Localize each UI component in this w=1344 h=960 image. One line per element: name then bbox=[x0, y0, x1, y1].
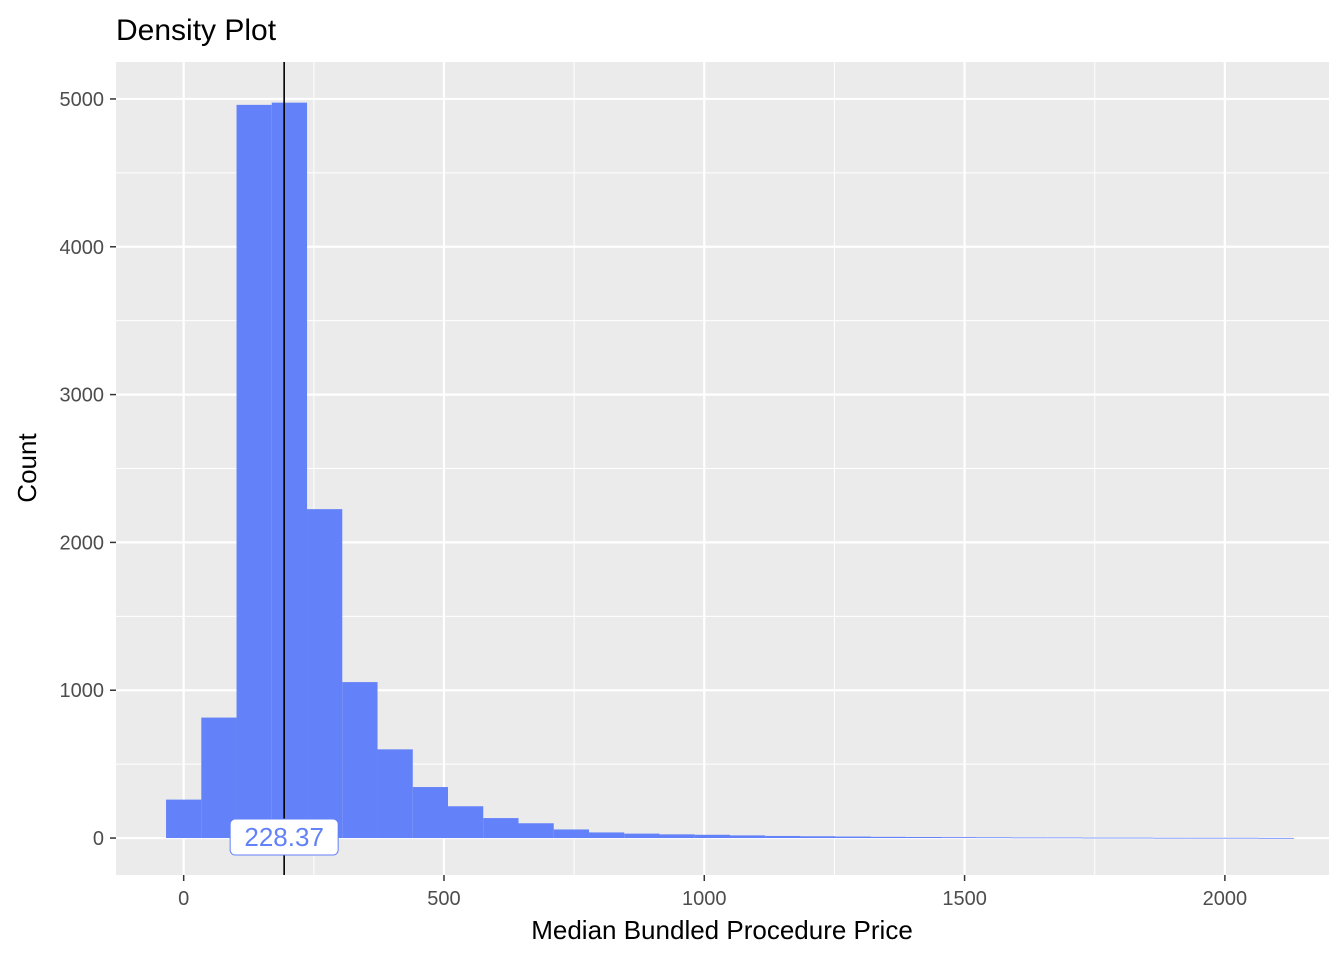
y-tick-label: 1000 bbox=[60, 680, 105, 702]
histogram-bar bbox=[941, 837, 977, 839]
histogram-bar bbox=[659, 834, 695, 839]
histogram-bar bbox=[1152, 837, 1189, 839]
histogram-bar bbox=[870, 836, 907, 839]
x-tick-label: 1000 bbox=[682, 888, 727, 910]
histogram-bar bbox=[1223, 837, 1259, 839]
y-tick-label: 4000 bbox=[60, 237, 105, 259]
y-axis-ticks: 0 1000 2000 3000 4000 5000 bbox=[60, 89, 116, 850]
histogram-bar bbox=[166, 799, 202, 839]
histogram-bar bbox=[1188, 837, 1224, 839]
histogram-bar bbox=[588, 832, 625, 839]
x-tick-label: 2000 bbox=[1203, 888, 1248, 910]
minor-gridlines bbox=[116, 62, 1329, 875]
median-annotation: 228.37 bbox=[229, 818, 339, 856]
histogram-bar bbox=[800, 836, 836, 839]
x-axis-title: Median Bundled Procedure Price bbox=[531, 915, 913, 945]
histogram-bar bbox=[377, 749, 413, 839]
histogram-bar bbox=[518, 823, 554, 839]
histogram-bar bbox=[553, 829, 589, 839]
histogram-bars bbox=[166, 102, 1294, 839]
histogram-bar bbox=[483, 818, 519, 839]
histogram-bar bbox=[307, 509, 343, 839]
histogram-bar bbox=[236, 104, 272, 839]
histogram-bar bbox=[1047, 837, 1083, 839]
histogram-bar bbox=[342, 682, 378, 839]
y-tick-label: 3000 bbox=[60, 385, 105, 407]
x-axis-ticks: 0 500 1000 1500 2000 bbox=[178, 875, 1247, 910]
histogram-bar bbox=[201, 717, 237, 839]
histogram-bar bbox=[1011, 837, 1048, 839]
histogram-bar bbox=[624, 833, 660, 839]
histogram-bar bbox=[412, 787, 449, 839]
y-tick-label: 2000 bbox=[60, 532, 105, 554]
annotation-box bbox=[229, 818, 339, 856]
histogram-bar bbox=[694, 834, 730, 839]
histogram-bar bbox=[835, 836, 871, 839]
annotation-label: 228.37 bbox=[244, 822, 324, 852]
histogram-bar bbox=[729, 835, 766, 839]
histogram-bar bbox=[1082, 837, 1118, 839]
x-tick-label: 500 bbox=[427, 888, 460, 910]
x-tick-label: 0 bbox=[178, 888, 189, 910]
chart-title: Density Plot bbox=[116, 14, 277, 47]
histogram-bar bbox=[765, 835, 801, 839]
y-tick-label: 0 bbox=[93, 828, 104, 850]
x-tick-label: 1500 bbox=[942, 888, 987, 910]
histogram-bar bbox=[1117, 837, 1153, 839]
y-axis-title: Count bbox=[12, 433, 42, 503]
histogram-bar bbox=[906, 837, 942, 839]
histogram-bar bbox=[448, 806, 484, 839]
histogram-bar bbox=[1258, 837, 1294, 839]
y-tick-label: 5000 bbox=[60, 89, 105, 111]
histogram-bar bbox=[976, 837, 1012, 839]
histogram-bar bbox=[271, 102, 308, 839]
